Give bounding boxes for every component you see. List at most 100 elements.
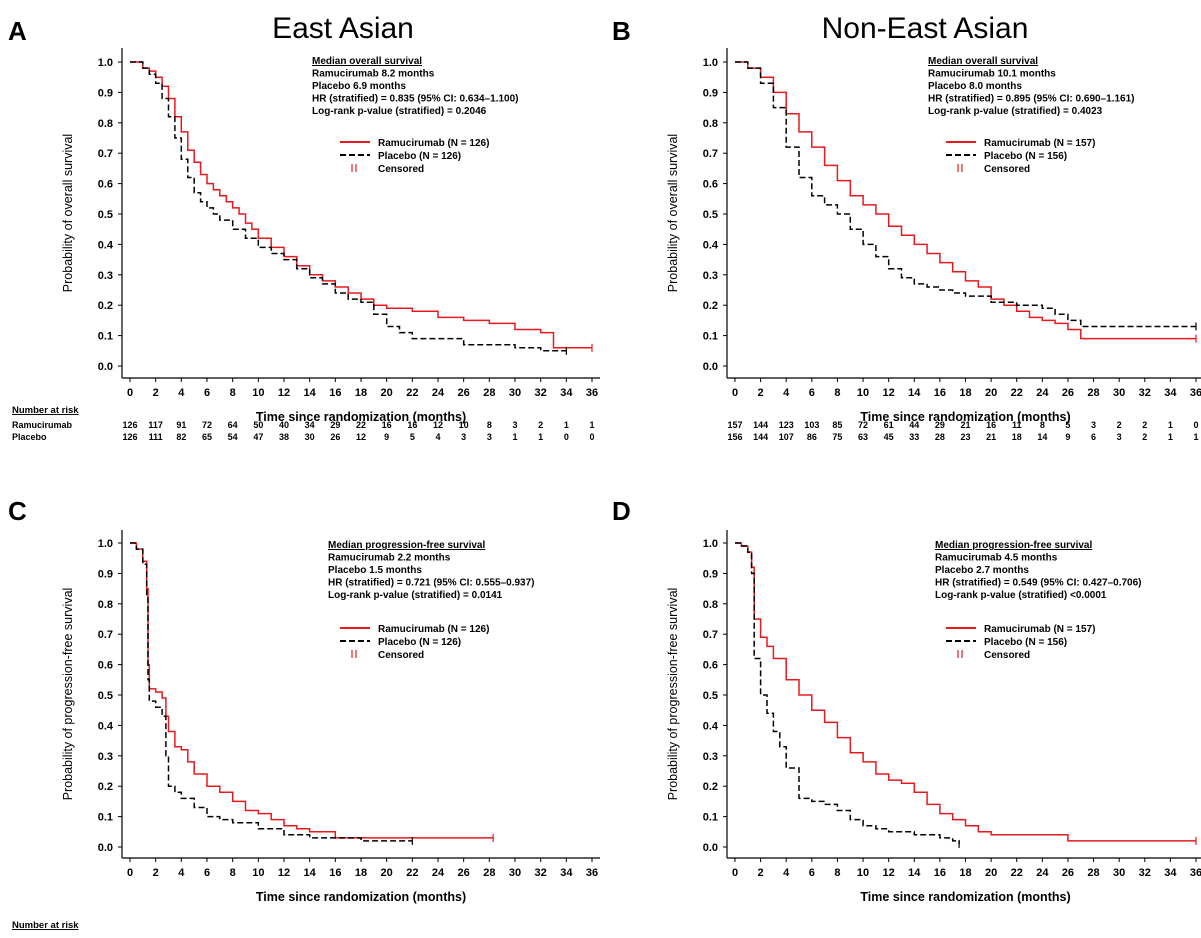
x-tick-label: 36 — [1190, 867, 1201, 879]
legend-placebo-label: Placebo (N = 156) — [984, 151, 1067, 162]
x-tick-label: 20 — [381, 867, 393, 879]
placebo-curve — [130, 542, 413, 842]
y-tick-label: 0.8 — [98, 118, 113, 130]
risk-value: 5 — [410, 432, 415, 442]
risk-value: 1 — [512, 432, 517, 442]
y-tick-label: 0.3 — [703, 751, 718, 763]
x-tick-label: 10 — [252, 867, 264, 879]
risk-value: 61 — [884, 420, 894, 430]
y-tick-label: 0.4 — [703, 720, 719, 732]
x-tick-label: 22 — [1011, 387, 1023, 399]
y-axis-label: Probability of progression-free survival — [61, 588, 75, 801]
panel-letter: D — [612, 496, 631, 526]
risk-value: 2 — [1142, 420, 1147, 430]
x-tick-label: 12 — [278, 387, 290, 399]
annotation-line: Log-rank p-value (stratified) = 0.2046 — [312, 106, 487, 117]
x-tick-label: 8 — [230, 387, 236, 399]
risk-value: 1 — [1168, 432, 1173, 442]
x-tick-label: 16 — [934, 867, 946, 879]
risk-value: 9 — [1065, 432, 1070, 442]
x-tick-label: 8 — [230, 867, 236, 879]
ramucirumab-curve — [130, 542, 494, 839]
y-tick-label: 0.6 — [703, 660, 718, 672]
x-tick-label: 16 — [329, 387, 341, 399]
y-tick-label: 1.0 — [98, 57, 113, 69]
y-tick-label: 0.2 — [703, 300, 718, 312]
y-tick-label: 1.0 — [703, 538, 718, 550]
risk-value: 3 — [512, 420, 517, 430]
risk-value: 144 — [753, 420, 768, 430]
risk-value: 3 — [487, 432, 492, 442]
risk-value: 16 — [986, 420, 996, 430]
risk-value: 8 — [487, 420, 492, 430]
x-tick-label: 24 — [432, 867, 445, 879]
x-tick-label: 0 — [732, 387, 738, 399]
x-tick-label: 12 — [883, 387, 895, 399]
y-tick-label: 0.8 — [703, 118, 718, 130]
risk-value: 1 — [1193, 432, 1198, 442]
risk-value: 16 — [382, 420, 392, 430]
annotation-line: Ramucirumab 2.2 months — [328, 553, 451, 564]
x-tick-label: 16 — [329, 867, 341, 879]
x-tick-label: 2 — [758, 387, 764, 399]
risk-value: 3 — [461, 432, 466, 442]
x-tick-label: 30 — [509, 867, 521, 879]
risk-value: 1 — [538, 432, 543, 442]
risk-value: 34 — [305, 420, 315, 430]
risk-value: 0 — [589, 432, 594, 442]
y-tick-label: 0.9 — [98, 568, 113, 580]
y-tick-label: 0.6 — [703, 179, 718, 191]
x-axis-label: Time since randomization (months) — [256, 890, 466, 904]
x-tick-label: 4 — [783, 867, 790, 879]
y-tick-label: 0.4 — [98, 720, 114, 732]
y-tick-label: 0.4 — [98, 239, 114, 251]
y-tick-label: 0.3 — [98, 270, 113, 282]
annotation-line: Log-rank p-value (stratified) <0.0001 — [935, 590, 1107, 601]
risk-value: 1 — [564, 420, 569, 430]
risk-value: 12 — [356, 432, 366, 442]
risk-value: 12 — [433, 420, 443, 430]
y-tick-label: 0.0 — [98, 361, 113, 373]
y-tick-label: 0.1 — [703, 812, 718, 824]
x-tick-label: 34 — [560, 867, 573, 879]
x-tick-label: 28 — [1087, 387, 1099, 399]
placebo-curve — [735, 542, 960, 844]
y-tick-label: 0.1 — [98, 812, 113, 824]
x-tick-label: 24 — [432, 387, 445, 399]
risk-value: 10 — [459, 420, 469, 430]
risk-value: 47 — [253, 432, 263, 442]
y-tick-label: 0.7 — [703, 148, 718, 160]
x-tick-label: 20 — [381, 387, 393, 399]
ramucirumab-curve — [735, 61, 1196, 340]
x-tick-label: 12 — [883, 867, 895, 879]
x-tick-label: 4 — [178, 387, 185, 399]
risk-table-header: Number at risk — [12, 405, 79, 416]
y-tick-label: 0.1 — [703, 331, 718, 343]
x-tick-label: 10 — [857, 867, 869, 879]
x-tick-label: 34 — [560, 387, 573, 399]
x-tick-label: 34 — [1164, 867, 1177, 879]
x-tick-label: 14 — [908, 867, 921, 879]
risk-value: 21 — [960, 420, 970, 430]
annotation-line: Log-rank p-value (stratified) = 0.4023 — [928, 106, 1103, 117]
x-tick-label: 2 — [758, 867, 764, 879]
risk-value: 22 — [356, 420, 366, 430]
panel-title: Non-East Asian — [822, 12, 1029, 45]
x-tick-label: 30 — [509, 387, 521, 399]
x-tick-label: 4 — [783, 387, 790, 399]
legend-ramucirumab-label: Ramucirumab (N = 126) — [378, 138, 489, 149]
legend-placebo-label: Placebo (N = 126) — [378, 151, 461, 162]
risk-value: 107 — [779, 432, 794, 442]
panel-A: A East Asian 0.0 0.1 0.2 0.3 0.4 0.5 0.6 0.7 0.8 0.… — [8, 12, 600, 442]
risk-value: 65 — [202, 432, 212, 442]
y-tick-label: 0.5 — [98, 209, 113, 221]
risk-value: 29 — [935, 420, 945, 430]
panel-title: East Asian — [272, 12, 414, 45]
risk-value: 6 — [1091, 432, 1096, 442]
y-tick-label: 0.5 — [703, 690, 718, 702]
risk-value: 86 — [807, 432, 817, 442]
risk-value: 72 — [202, 420, 212, 430]
risk-value: 4 — [435, 432, 440, 442]
risk-row-label: Ramucirumab — [12, 420, 73, 430]
